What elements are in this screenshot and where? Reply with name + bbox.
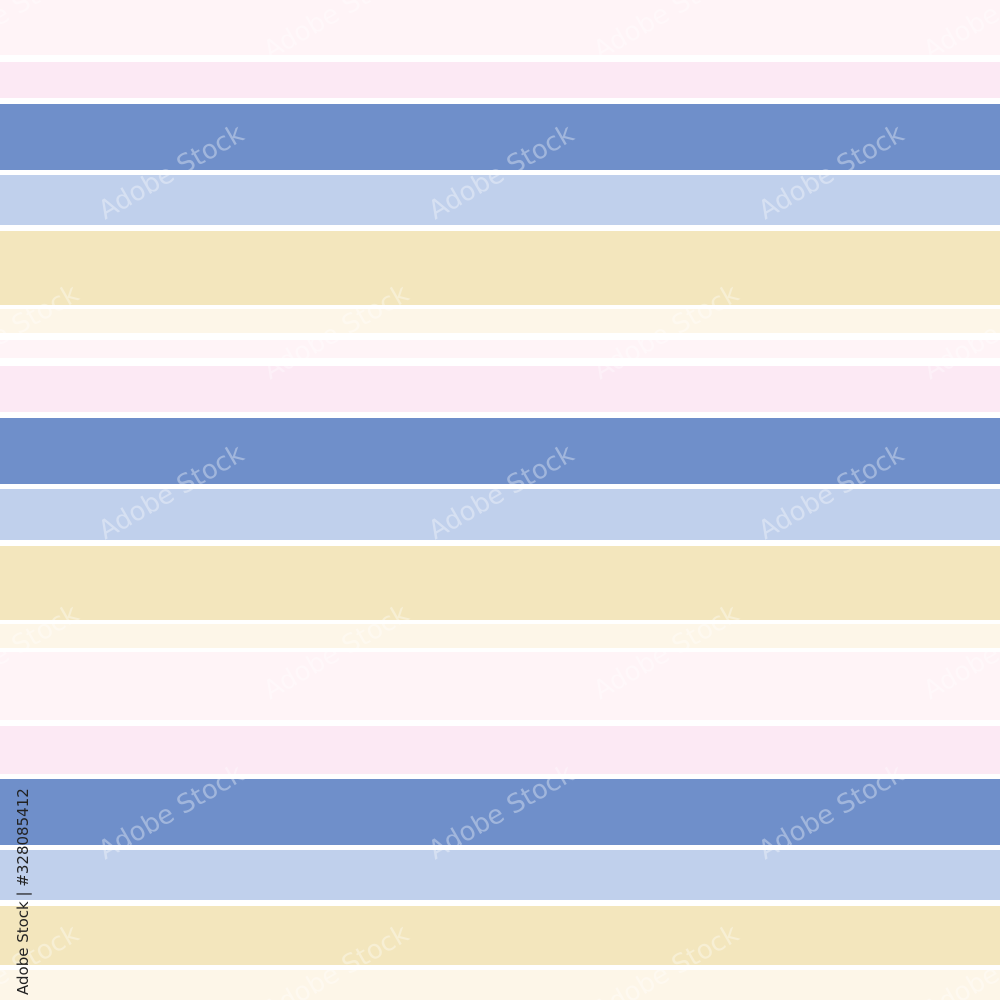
stripe (0, 309, 1000, 333)
stripe (0, 489, 1000, 540)
stripe (0, 366, 1000, 412)
stripe (0, 779, 1000, 845)
stripe (0, 104, 1000, 170)
stripe (0, 418, 1000, 484)
stripe (0, 546, 1000, 620)
stripe (0, 970, 1000, 1000)
stripe (0, 175, 1000, 225)
stripe (0, 231, 1000, 305)
stripe (0, 652, 1000, 720)
stripe (0, 850, 1000, 900)
stripe (0, 726, 1000, 774)
stripe (0, 340, 1000, 358)
stripe (0, 624, 1000, 648)
stock-id: Adobe Stock | #328085412 (14, 788, 32, 995)
stripe (0, 62, 1000, 98)
stripe (0, 0, 1000, 55)
stripe (0, 906, 1000, 965)
